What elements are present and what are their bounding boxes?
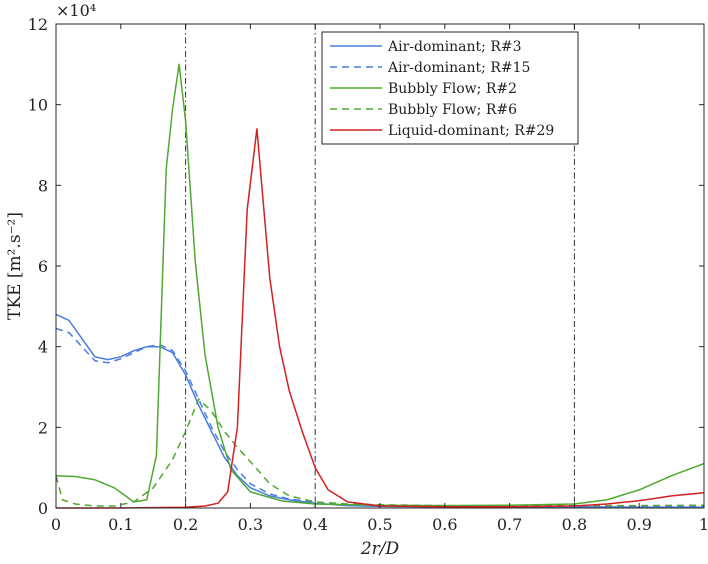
x-tick-label: 0.2 [173,515,198,534]
y-axis-label: TKE [m².s⁻²] [5,212,25,320]
x-tick-label: 0.8 [562,515,587,534]
y-tick-label: 10 [28,96,48,115]
x-tick-label: 0.7 [497,515,522,534]
y-tick-label: 8 [38,176,48,195]
y-axis-ticks: 0 2 4 6 8 10 12 [28,15,704,518]
x-tick-label: 0.5 [367,515,392,534]
legend-entry: Air-dominant; R#15 [387,60,530,76]
y-tick-label: 6 [38,257,48,276]
y-tick-label: 12 [28,15,48,34]
legend-entry: Liquid-dominant; R#29 [388,123,554,139]
x-tick-label: 0.6 [432,515,457,534]
series-line [55,327,704,508]
x-tick-label: 0.1 [108,515,133,534]
x-tick-label: 0.3 [238,515,263,534]
y-tick-label: 0 [38,499,48,518]
series-line [55,63,705,507]
legend: Air-dominant; R#3 Air-dominant; R#15 Bubbl… [321,31,579,145]
y-tick-label: 2 [38,418,48,437]
legend-entry: Bubbly Flow; R#6 [388,102,517,118]
x-tick-label: 0 [51,515,61,534]
y-multiplier-label: ×10⁴ [56,1,96,20]
series-layer [55,63,705,509]
x-tick-label: 1 [699,515,708,534]
x-tick-label: 0.9 [626,515,651,534]
x-tick-label: 0.4 [302,515,327,534]
legend-entry: Bubbly Flow; R#2 [388,81,517,97]
series-line [55,398,705,507]
x-axis-label: 2r/D [360,539,400,559]
x-axis-ticks: 0 0.1 0.2 0.3 0.4 0.5 0.6 0.7 0.8 0.9 1 [51,24,708,534]
legend-entry: Air-dominant; R#3 [387,39,522,55]
y-tick-label: 4 [38,338,48,357]
series-line [56,128,705,509]
